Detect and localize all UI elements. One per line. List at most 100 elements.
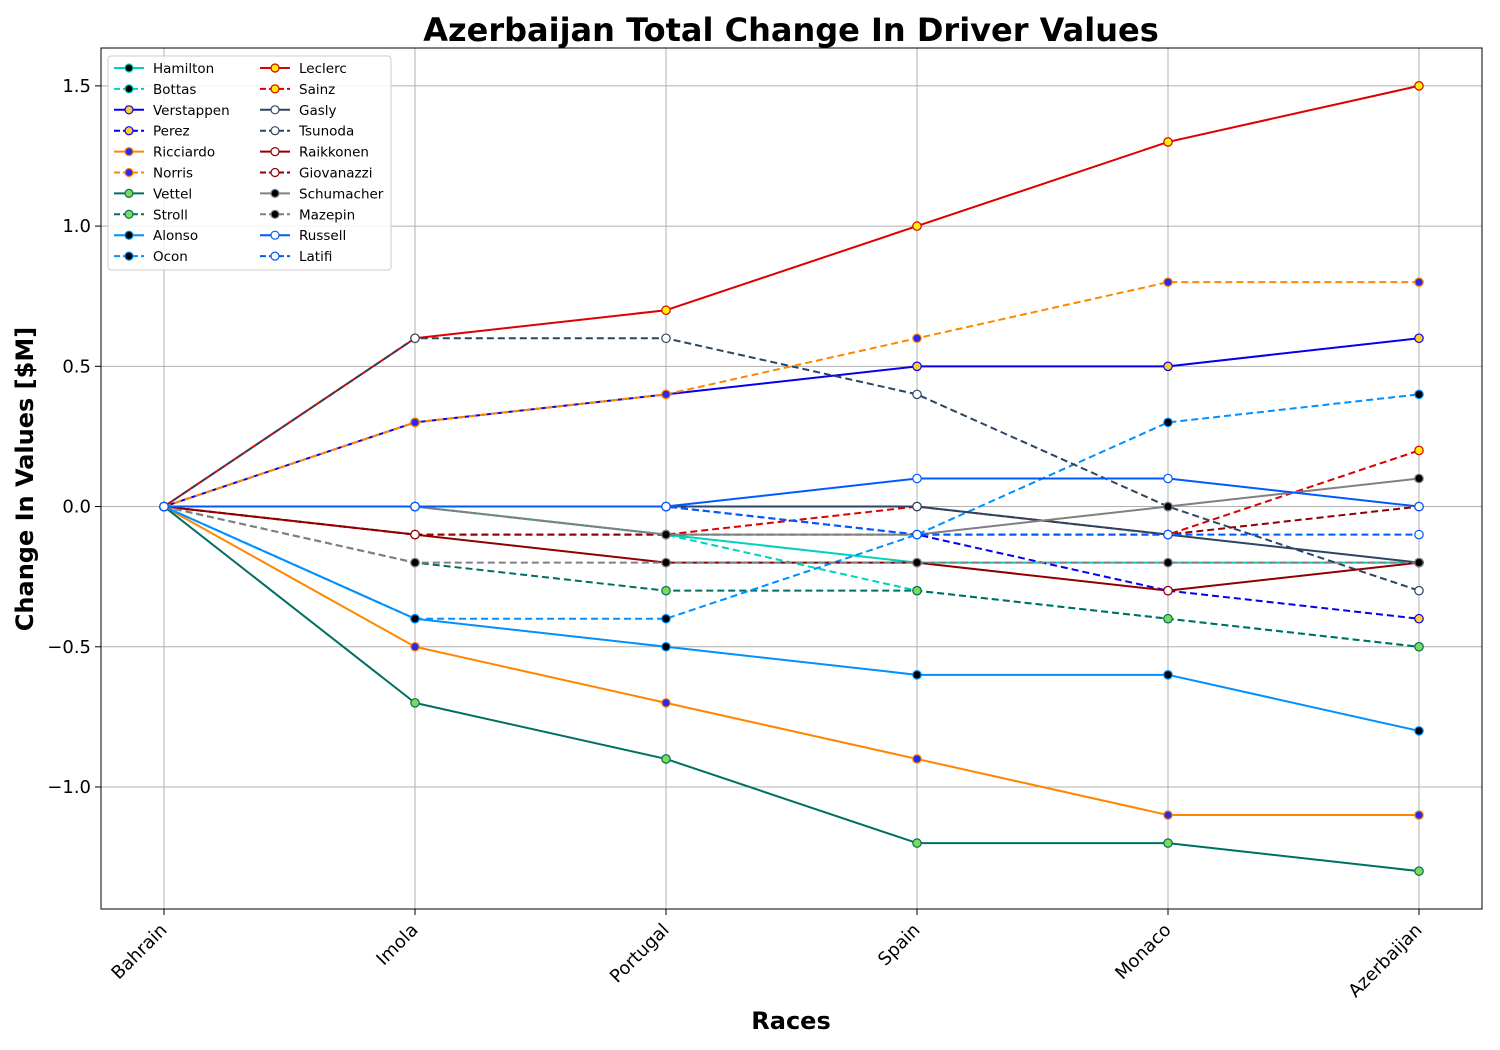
x-tick-label-imola: Imola: [372, 920, 422, 970]
legend-label: Vettel: [153, 186, 192, 202]
data-point-mazepin: [912, 557, 922, 568]
legend-box: [107, 55, 392, 271]
data-point-russell: [912, 473, 922, 484]
legend-marker: [124, 188, 134, 198]
y-tick-label: 0.0: [62, 497, 91, 518]
legend-item-norris: Norris: [114, 166, 193, 182]
legend-marker: [270, 188, 280, 198]
data-point-ricciardo: [1163, 810, 1173, 820]
legend-marker: [270, 167, 280, 178]
data-point-tsunoda: [661, 333, 671, 344]
data-point-tsunoda: [410, 333, 420, 344]
data-point-leclerc: [912, 221, 922, 231]
data-point-ricciardo: [661, 698, 671, 708]
legend-label: Stroll: [153, 207, 188, 223]
legend-item-russell: Russell: [260, 228, 346, 244]
legend-label: Gasly: [299, 103, 337, 119]
x-tick-label-monaco: Monaco: [1111, 920, 1175, 984]
legend-label: Leclerc: [299, 61, 347, 77]
data-point-norris: [912, 333, 922, 344]
legend-marker: [124, 126, 134, 136]
y-axis-ticks: −1.0 −0.5 0.0 0.5 1.0 1.5: [47, 76, 101, 798]
legend-marker: [270, 63, 280, 73]
legend-item-latifi: Latifi: [260, 249, 332, 265]
y-axis-label: Change In Values [$M]: [11, 327, 39, 631]
x-tick-label-bahrain: Bahrain: [107, 920, 171, 984]
legend-item-hamilton: Hamilton: [114, 61, 214, 77]
data-point-leclerc: [661, 305, 671, 316]
legend-marker: [124, 84, 134, 94]
data-point-vettel: [912, 838, 922, 848]
series-line-alonso: [163, 505, 1420, 732]
series-line-latifi: [164, 505, 1419, 536]
legend-label: Mazepin: [299, 207, 355, 223]
legend-label: Tsunoda: [298, 124, 354, 140]
data-point-norris: [1163, 277, 1173, 287]
series-lines: [163, 84, 1420, 873]
legend-item-bottas: Bottas: [114, 82, 196, 98]
data-point-ocon: [1163, 417, 1173, 428]
legend-label: Bottas: [153, 82, 196, 98]
legend-item-vettel: Vettel: [114, 186, 192, 202]
data-point-latifi: [912, 529, 922, 540]
data-point-vettel: [1163, 838, 1173, 848]
x-tick-label-spain: Spain: [874, 920, 924, 970]
data-point-vettel: [1414, 866, 1424, 876]
series-line-russell: [164, 477, 1420, 508]
legend-marker: [124, 230, 134, 240]
data-point-ricciardo: [410, 641, 420, 652]
y-tick-label: −0.5: [47, 637, 91, 658]
legend-item-leclerc: Leclerc: [260, 61, 347, 77]
legend-label: Latifi: [299, 249, 332, 265]
legend-label: Schumacher: [299, 186, 384, 202]
legend-marker: [124, 167, 134, 178]
data-point-ricciardo: [1414, 810, 1424, 820]
data-point-schumacher: [1414, 473, 1424, 484]
legend-label: Raikkonen: [299, 145, 369, 161]
data-point-vettel: [661, 754, 671, 764]
legend-label: Alonso: [153, 228, 198, 244]
legend-label: Ocon: [153, 249, 188, 265]
series-line-mazepin: [163, 505, 1419, 564]
legend-marker: [270, 84, 280, 94]
data-point-stroll: [1414, 641, 1424, 652]
data-point-ricciardo: [912, 754, 922, 764]
series-line-ricciardo: [163, 505, 1419, 817]
legend-item-gasly: Gasly: [260, 103, 337, 119]
chart-title: Azerbaijan Total Change In Driver Values: [423, 11, 1159, 49]
legend-item-alonso: Alonso: [114, 228, 198, 244]
data-point-vettel: [410, 698, 420, 708]
data-point-leclerc: [1414, 81, 1424, 91]
data-point-schumacher: [1163, 501, 1173, 512]
data-point-gasly: [912, 501, 922, 512]
data-point-alonso: [661, 641, 671, 652]
legend-marker: [270, 105, 280, 115]
data-point-verstappen: [1414, 333, 1424, 344]
y-tick-label: 0.5: [62, 356, 91, 377]
legend-label: Ricciardo: [153, 145, 215, 161]
legend-label: Norris: [153, 166, 193, 182]
legend-item-tsunoda: Tsunoda: [260, 124, 354, 140]
data-point-latifi: [159, 501, 169, 512]
legend-label: Giovanazzi: [299, 166, 373, 182]
legend-marker: [270, 147, 280, 157]
plot-frame: [100, 47, 1483, 910]
data-point-mazepin: [661, 557, 671, 568]
data-point-tsunoda: [912, 389, 922, 400]
data-point-norris: [410, 417, 420, 428]
data-point-latifi: [1414, 529, 1424, 540]
data-point-sainz: [1414, 445, 1424, 456]
legend-item-ricciardo: Ricciardo: [114, 145, 215, 161]
legend-marker: [270, 126, 280, 136]
legend: Hamilton Bottas Verstappen Perez Ricciardo No…: [107, 55, 392, 271]
data-point-russell: [1163, 473, 1173, 484]
series-line-norris: [163, 281, 1419, 508]
data-point-ocon: [661, 613, 671, 624]
data-point-latifi: [410, 501, 420, 512]
legend-item-schumacher: Schumacher: [260, 186, 384, 202]
data-point-latifi: [661, 501, 671, 512]
y-tick-label: −1.0: [47, 777, 91, 798]
legend-label: Hamilton: [153, 61, 214, 77]
data-point-russell: [1414, 501, 1424, 512]
